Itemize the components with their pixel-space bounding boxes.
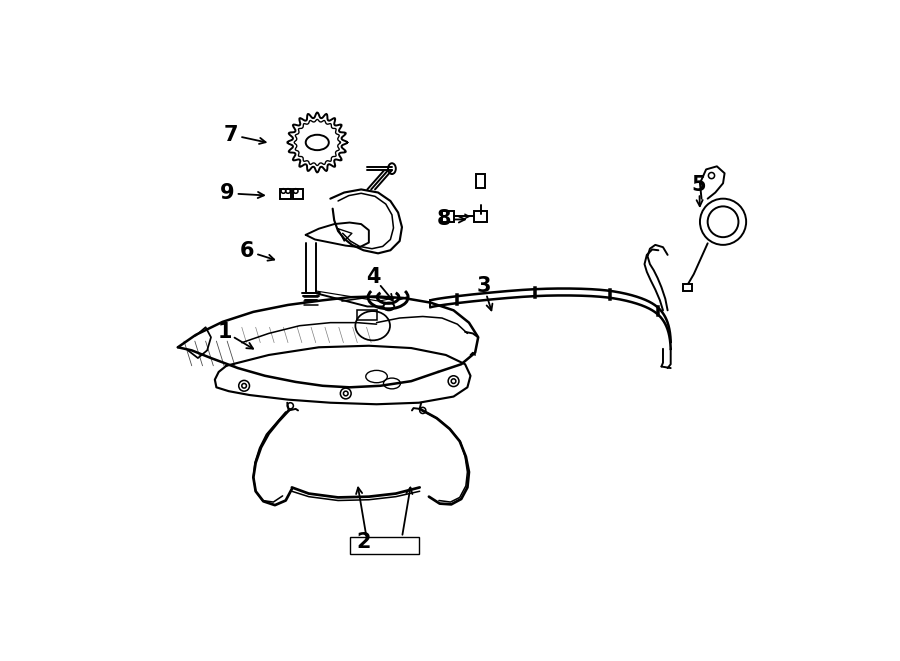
Text: 5: 5 — [692, 175, 706, 195]
Bar — [280, 188, 291, 200]
Bar — [357, 310, 376, 319]
Bar — [476, 174, 485, 188]
Text: 7: 7 — [224, 125, 238, 145]
Text: 9: 9 — [220, 183, 235, 204]
Bar — [292, 188, 303, 200]
Bar — [683, 284, 692, 291]
Text: 2: 2 — [356, 532, 371, 552]
Text: 1: 1 — [218, 322, 232, 342]
Text: 3: 3 — [476, 276, 491, 295]
Bar — [473, 211, 488, 222]
Text: 6: 6 — [240, 241, 255, 261]
Text: 8: 8 — [436, 210, 451, 229]
Bar — [349, 537, 418, 555]
Text: 4: 4 — [366, 267, 381, 288]
Bar — [442, 211, 454, 222]
